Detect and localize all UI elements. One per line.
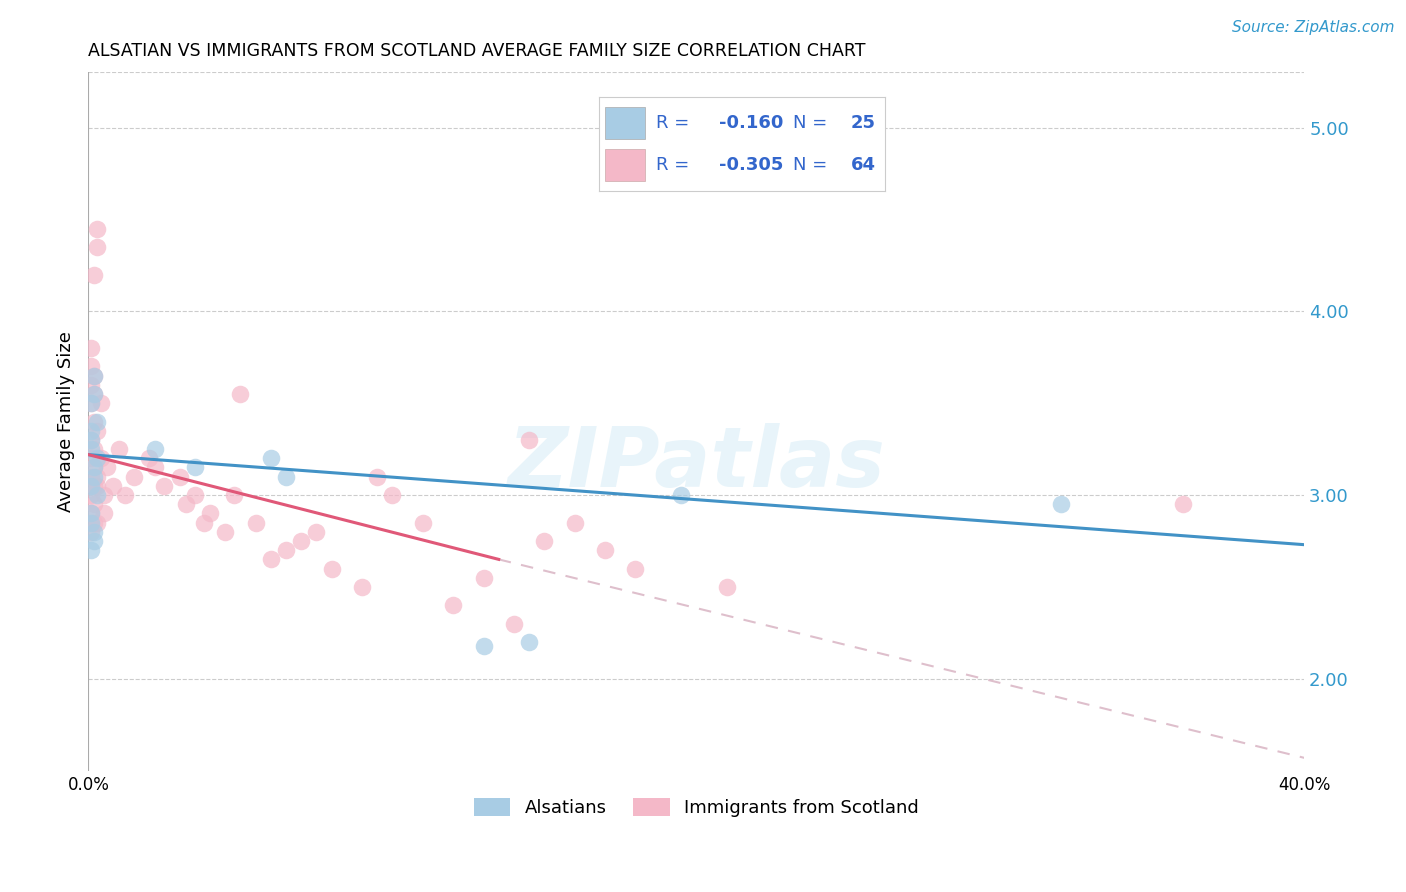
Point [86,240,108,254]
Point [86,415,108,429]
Point [350,580,373,594]
Point [174,497,197,511]
Point [107,442,129,457]
Point [290,534,312,549]
Point [80,479,103,493]
Point [80,424,103,438]
Point [86,479,108,493]
Point [138,451,160,466]
Point [90,451,112,466]
Point [101,479,124,493]
Point [83,368,105,383]
Point [86,451,108,466]
Point [83,460,105,475]
Point [1050,497,1073,511]
Point [517,635,540,649]
Point [80,469,103,483]
Point [80,442,103,457]
Point [153,479,176,493]
Point [86,221,108,235]
Point [533,534,555,549]
Point [83,268,105,282]
Point [80,516,103,530]
Y-axis label: Average Family Size: Average Family Size [58,331,75,512]
Point [593,543,616,558]
Point [114,488,136,502]
Point [1171,497,1194,511]
Point [86,424,108,438]
Point [86,516,108,530]
Point [83,387,105,401]
Point [83,387,105,401]
Point [80,433,103,447]
Point [80,341,103,355]
Point [564,516,586,530]
Point [90,396,112,410]
Point [624,561,647,575]
Point [80,451,103,466]
Point [412,516,434,530]
Point [669,488,692,502]
Point [83,497,105,511]
Point [274,469,297,483]
Text: ZIPatlas: ZIPatlas [508,423,886,504]
Point [198,507,221,521]
Point [83,415,105,429]
Point [80,488,103,502]
Text: ALSATIAN VS IMMIGRANTS FROM SCOTLAND AVERAGE FAMILY SIZE CORRELATION CHART: ALSATIAN VS IMMIGRANTS FROM SCOTLAND AVE… [89,42,866,60]
Point [274,543,297,558]
Point [229,387,252,401]
Point [83,460,105,475]
Point [260,552,283,566]
Point [193,516,215,530]
Point [305,524,328,539]
Point [321,561,343,575]
Point [83,479,105,493]
Point [184,460,207,475]
Point [80,524,103,539]
Point [214,524,236,539]
Point [83,524,105,539]
Point [245,516,267,530]
Point [366,469,388,483]
Point [83,442,105,457]
Point [80,359,103,374]
Point [472,571,495,585]
Point [381,488,404,502]
Point [80,433,103,447]
Point [169,469,191,483]
Point [93,507,115,521]
Point [80,396,103,410]
Point [96,460,118,475]
Point [80,377,103,392]
Legend: Alsatians, Immigrants from Scotland: Alsatians, Immigrants from Scotland [467,790,927,824]
Point [143,460,166,475]
Point [224,488,246,502]
Text: Source: ZipAtlas.com: Source: ZipAtlas.com [1232,20,1395,35]
Point [86,488,108,502]
Point [472,639,495,653]
Point [80,507,103,521]
Point [83,368,105,383]
Point [80,396,103,410]
Point [260,451,283,466]
Point [143,442,166,457]
Point [122,469,145,483]
Point [441,599,464,613]
Point [83,469,105,483]
Point [503,616,526,631]
Point [83,516,105,530]
Point [184,488,207,502]
Point [83,534,105,549]
Point [517,433,540,447]
Point [86,469,108,483]
Point [80,507,103,521]
Point [93,488,115,502]
Point [80,543,103,558]
Point [716,580,738,594]
